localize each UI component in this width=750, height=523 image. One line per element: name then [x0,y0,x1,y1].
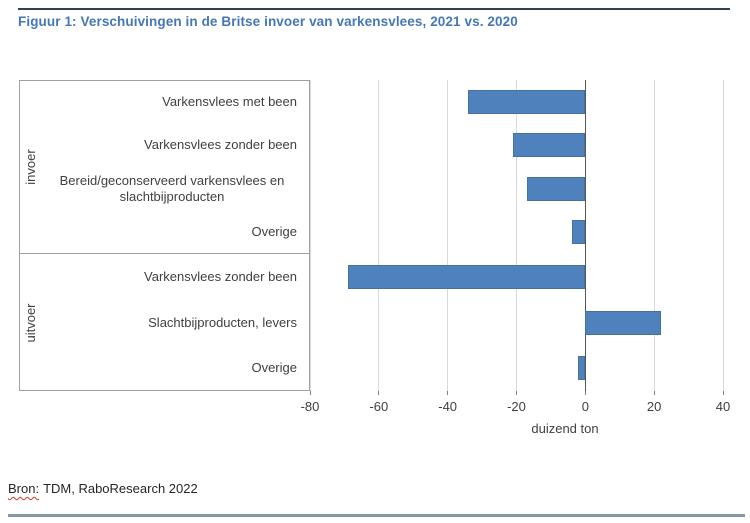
category-label: Varkensvlees zonder been [144,268,297,284]
x-tick-label: 40 [715,399,731,414]
gridline [447,80,449,391]
category-label: Varkensvlees zonder been [144,137,297,153]
category-label-box [19,80,310,391]
gridline [722,80,724,391]
x-axis-tick [722,391,724,395]
x-axis-tick [584,391,586,395]
bar-invoer-3 [571,220,586,245]
figure-title: Figuur 1: Verschuivingen in de Britse in… [18,14,518,29]
group-divider-line [19,253,310,254]
x-axis-label: duizend ton [531,421,599,436]
category-label: Bereid/geconserveerd varkensvlees en sla… [59,172,285,204]
bar-uitvoer-2 [578,356,586,381]
gridline [309,80,311,391]
zero-axis-line [584,80,586,395]
x-tick-label: 20 [646,399,662,414]
category-label: Overige [251,224,297,240]
source-line: Bron: TDM, RaboResearch 2022 [8,481,608,496]
source-text: TDM, RaboResearch 2022 [43,481,198,496]
x-tick-label: -80 [300,399,320,414]
bottom-divider-rule [8,514,745,517]
bar-uitvoer-0 [347,264,586,289]
x-axis-tick [516,391,517,395]
x-axis-tick [653,391,655,395]
gridline [653,80,655,391]
group-label-uitvoer: uitvoer [23,302,38,343]
x-axis-tick [309,391,311,395]
x-tick-label: 0 [581,399,589,414]
bar-uitvoer-1 [585,310,662,335]
category-label: Slachtbijproducten, levers [148,314,297,330]
x-tick-label: -40 [438,399,458,414]
x-tick-label: -20 [507,399,526,414]
category-label: Overige [251,360,297,376]
source-label: Bron: [8,481,40,496]
x-tick-label: -60 [369,399,389,414]
category-label: Varkensvlees met been [162,93,297,109]
gridline [516,80,517,391]
top-divider-rule [18,8,730,10]
x-axis-tick [447,391,449,395]
bar-invoer-2 [526,176,586,201]
bar-invoer-1 [513,133,586,158]
group-label-invoer: invoer [23,149,38,185]
gridline [378,80,380,391]
bar-invoer-0 [468,89,586,114]
x-axis-tick [378,391,380,395]
